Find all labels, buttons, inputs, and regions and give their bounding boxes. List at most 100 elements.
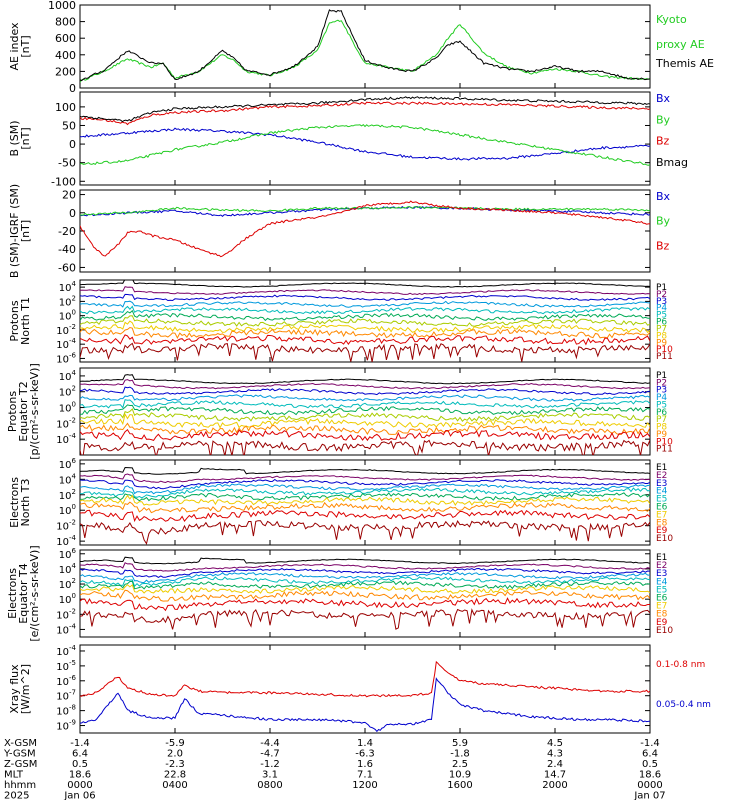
legend-entry: E7 (656, 510, 667, 520)
channel-line (80, 562, 650, 572)
ephemeris-value: -2.3 (165, 759, 185, 770)
y-axis-label: Equator T4 (17, 563, 30, 623)
channel-line (80, 386, 650, 396)
legend-entry: E1 (656, 553, 667, 563)
channel-line (80, 492, 650, 502)
y-axis-label: [nT] (19, 127, 32, 149)
series-line (80, 127, 650, 161)
ephemeris-value: 22.8 (164, 770, 186, 781)
y-tick-label: 102 (59, 385, 76, 399)
ephemeris-value: -1.8 (450, 749, 470, 760)
ephemeris-value: 4.5 (547, 738, 563, 749)
legend-entry: P8 (656, 423, 667, 433)
legend-entry: 0.05-0.4 nm (656, 700, 711, 710)
legend-entry: E2 (656, 471, 667, 481)
ephemeris-value: 18.6 (69, 770, 91, 781)
panel-xray: 10-410-510-610-710-810-9 Xray flux[W/m^2]… (8, 644, 711, 734)
channel-line (80, 320, 650, 334)
channel-line (80, 326, 650, 340)
ephemeris-value: 10.9 (449, 770, 471, 781)
y-tick-label: 10-4 (56, 534, 76, 548)
channel-line (80, 412, 650, 429)
legend-entry: Bz (656, 135, 670, 148)
ephemeris-row-label: Y-GSM (3, 749, 36, 760)
y-tick-label: 100 (59, 401, 76, 415)
channel-line (80, 494, 650, 506)
ephemeris-row-label: MLT (4, 770, 24, 781)
y-axis-label: [e/(cm²-s-sr-keV)] (28, 545, 41, 641)
series-line (80, 101, 650, 126)
channel-line (80, 293, 650, 302)
ephemeris-value: 1.4 (357, 738, 373, 749)
y-tick-label: -20 (58, 225, 76, 238)
channel-line (80, 576, 650, 588)
legend-entry: Bx (656, 190, 671, 203)
ephemeris-row-label: Z-GSM (4, 759, 37, 770)
y-tick-label: 10-4 (56, 432, 76, 446)
channel-line (80, 394, 650, 402)
legend-entry: P5 (656, 311, 667, 321)
legend-entry: P8 (656, 331, 667, 341)
y-axis-label: [W/m^2] (19, 664, 32, 714)
y-axis-label: Electrons (6, 568, 19, 619)
legend-entry: P7 (656, 324, 667, 334)
y-tick-label: 100 (59, 503, 76, 517)
ephemeris-value: -1.4 (640, 738, 660, 749)
y-tick-label: 10-9 (56, 719, 76, 733)
y-tick-label: 10-7 (56, 689, 76, 703)
legend-entry: E3 (656, 569, 667, 579)
y-tick-label: -50 (58, 157, 76, 170)
channel-line (80, 466, 650, 475)
ephemeris-value: -4.4 (260, 738, 280, 749)
y-axis-label: AE index (8, 22, 21, 71)
ephemeris-value: 6.4 (72, 749, 88, 760)
series-line (80, 677, 650, 733)
ephemeris-value: 1.6 (357, 759, 373, 770)
y-tick-label: -60 (58, 261, 76, 274)
channel-line (80, 483, 650, 495)
ephemeris-value: 4.3 (547, 749, 563, 760)
y-tick-label: 600 (55, 32, 76, 45)
y-tick-label: 10-4 (56, 337, 76, 351)
y-tick-label: 10-4 (56, 622, 76, 636)
y-tick-label: 102 (59, 577, 76, 591)
legend-entry: P4 (656, 393, 667, 403)
ephemeris-value: 0.5 (642, 759, 658, 770)
panel-frame (79, 549, 651, 638)
channel-line (80, 501, 650, 514)
legend-entry: E10 (656, 626, 673, 636)
channel-line (80, 300, 650, 308)
ephemeris-value: 0000 (67, 780, 92, 791)
legend-entry: E5 (656, 585, 667, 595)
legend-entry: E1 (656, 463, 667, 473)
legend-entry: E9 (656, 618, 668, 628)
ephemeris-value: 14.7 (544, 770, 566, 781)
y-tick-label: 10-4 (56, 644, 76, 658)
legend-entry: P1 (656, 283, 667, 293)
ephemeris-row-label: X-GSM (4, 738, 37, 749)
legend-entry: E4 (656, 577, 668, 587)
panel-bsm: -100 -50 0 50 100 B (SM)[nT] Bx By Bz Bmag (8, 91, 688, 188)
y-axis-label: North T3 (19, 479, 32, 527)
ephemeris-row-label: hhmm (4, 780, 36, 791)
channel-line (80, 305, 650, 315)
legend-entry: P9 (656, 338, 667, 348)
legend-entry: P1 (656, 371, 667, 381)
channel-line (80, 597, 650, 612)
ephemeris-value: 5.9 (452, 738, 468, 749)
ephemeris-value: 18.6 (639, 770, 661, 781)
channel-line (80, 580, 650, 590)
legend-entry: E3 (656, 479, 667, 489)
legend-entry: E10 (656, 534, 673, 544)
ephemeris-value: 2.5 (452, 759, 468, 770)
y-tick-label: -100 (51, 175, 76, 188)
channel-line (80, 286, 650, 296)
legend-entry: Kyoto (656, 13, 687, 26)
panel-data (80, 660, 650, 733)
legend-entry: P4 (656, 304, 667, 314)
legend-entry: E6 (656, 503, 668, 513)
ephemeris-value: -1.2 (260, 759, 280, 770)
legend-entry: E7 (656, 602, 667, 612)
